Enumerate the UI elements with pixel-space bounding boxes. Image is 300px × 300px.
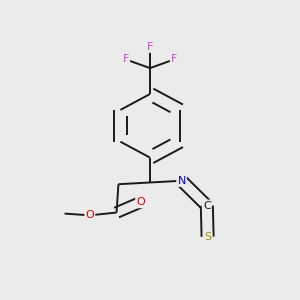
Text: F: F [171,55,177,64]
Text: O: O [85,210,94,220]
Text: O: O [136,197,145,207]
Text: S: S [204,232,211,242]
Text: N: N [177,176,186,186]
Text: C: C [203,201,211,211]
Text: F: F [123,55,129,64]
Text: F: F [147,42,153,52]
